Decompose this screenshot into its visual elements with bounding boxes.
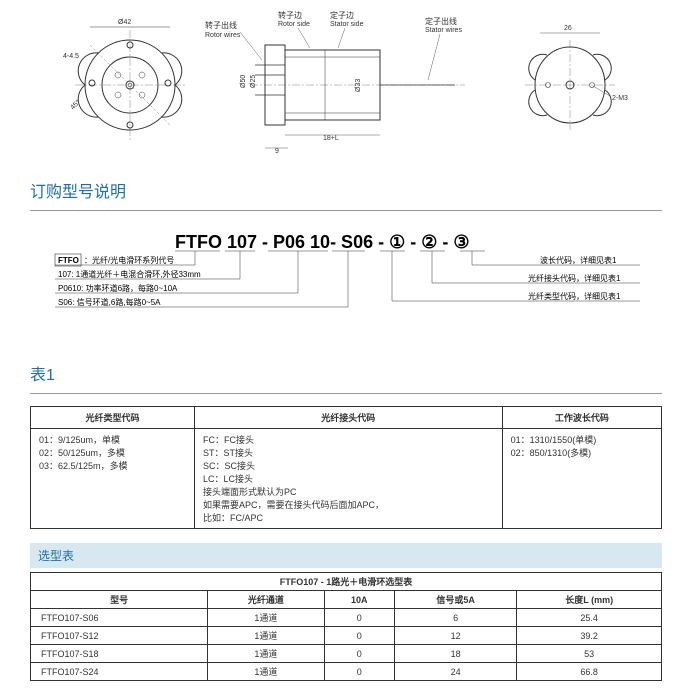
dim-4-45: 4-4.5 (63, 53, 79, 60)
t1-col2: FC：FC接头 ST：ST接头 SC：SC接头 LC：LC接头 接头端面形式默认… (194, 429, 502, 529)
technical-diagram: Ø42 4-4.5 45° 转子出线 Rotor wires 转子边 Rotor… (30, 10, 662, 160)
table-row: FTFO107-S24 1通道 0 24 66.8 (31, 663, 662, 681)
t1-col3: 01：1310/1550(单模) 02：850/1310(多模) (502, 429, 661, 529)
code-table: 光纤类型代码 光纤接头代码 工作波长代码 01：9/125um，单模 02：50… (30, 406, 662, 529)
dim-9: 9 (275, 148, 279, 155)
stator-side-cn: 定子边 (330, 10, 354, 20)
rotor-side-en: Rotor side (278, 21, 310, 28)
stator-wires-cn: 定子出线 (425, 16, 457, 26)
t2-h4: 信号或5A (394, 591, 516, 609)
selection-table: FTFO107 - 1路光＋电滑环选型表 型号 光纤通道 10A 信号或5A 长… (30, 572, 662, 681)
t2-h5: 长度L (mm) (517, 591, 662, 609)
t1-h2: 光纤接头代码 (194, 407, 502, 429)
table1-title: 表1 (30, 361, 662, 385)
legend-l3: P0610: 功率环道6路，每路0~10A (58, 283, 178, 293)
dim-d33: Ø33 (355, 79, 362, 92)
t2-caption: FTFO107 - 1路光＋电滑环选型表 (31, 573, 662, 591)
legend-r3: 光纤类型代码，详细见表1 (528, 291, 621, 301)
rotor-side-cn: 转子边 (278, 10, 302, 20)
dim-d42: Ø42 (118, 19, 131, 26)
dim-26: 26 (564, 25, 572, 32)
rotor-wires-cn: 转子出线 (205, 20, 237, 30)
ordering-title: 订购型号说明 (30, 178, 662, 202)
table-row: FTFO107-S18 1通道 0 18 53 (31, 645, 662, 663)
dim-18l: 18+L (323, 135, 339, 142)
stator-wires-en: Stator wires (425, 27, 462, 34)
selection-title: 选型表 (30, 543, 662, 568)
part-number-main: FTFO 107 - P06 10- S06 - ① - ② - ③ (175, 232, 470, 252)
ordering-underline (30, 210, 662, 211)
table-row: FTFO107-S12 1通道 0 12 39.2 (31, 627, 662, 645)
t1-col1: 01：9/125um，单模 02：50/125um，多模 03：62.5/125… (31, 429, 195, 529)
legend-l2: 107: 1通道光纤＋电混合滑环,外径33mm (58, 269, 201, 279)
t1-h1: 光纤类型代码 (31, 407, 195, 429)
part-number-diagram: FTFO 107 - P06 10- S06 - ① - ② - ③ FTFO … (30, 223, 662, 343)
rotor-wires-en: Rotor wires (205, 32, 241, 39)
dim-2m3: 2-M3 (612, 95, 628, 102)
t2-h3: 10A (324, 591, 394, 609)
stator-side-en: Stator side (330, 21, 364, 28)
dim-a45: 45° (69, 98, 82, 111)
table-row: FTFO107-S06 1通道 0 6 25.4 (31, 609, 662, 627)
t2-h1: 型号 (31, 591, 208, 609)
svg-text:FTFO: FTFO (58, 256, 79, 265)
t2-h2: 光纤通道 (208, 591, 325, 609)
legend-r1: 波长代码，详细见表1 (540, 255, 617, 265)
legend-l4: S06: 信号环道,6路,每路0~5A (58, 297, 161, 307)
t1-h3: 工作波长代码 (502, 407, 661, 429)
table1-underline (30, 393, 662, 394)
dim-d25: Ø25 (250, 75, 257, 88)
dim-d50: Ø50 (240, 75, 247, 88)
legend-l1: ：光纤/光电滑环系列代号 (84, 255, 174, 265)
legend-r2: 光纤接头代码，详细见表1 (528, 273, 621, 283)
